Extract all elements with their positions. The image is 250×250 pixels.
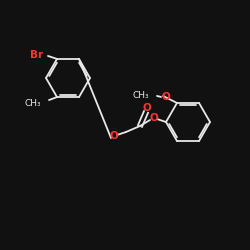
Text: O: O: [142, 103, 152, 113]
Text: Br: Br: [30, 50, 43, 60]
Text: O: O: [162, 92, 170, 102]
Text: O: O: [110, 131, 118, 141]
Text: O: O: [150, 113, 158, 123]
Text: CH₃: CH₃: [24, 98, 41, 108]
Text: CH₃: CH₃: [132, 92, 149, 100]
